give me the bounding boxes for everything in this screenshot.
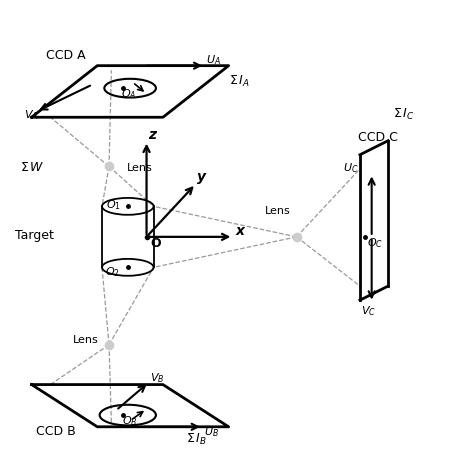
Text: $V_A$: $V_A$ [24, 108, 39, 122]
Text: $O_C$: $O_C$ [367, 237, 384, 250]
Text: $O_1$: $O_1$ [106, 198, 121, 212]
Text: $O_2$: $O_2$ [105, 265, 119, 279]
Text: x: x [235, 224, 244, 237]
Text: Lens: Lens [73, 335, 99, 345]
Text: Lens: Lens [126, 163, 152, 173]
Text: $V_B$: $V_B$ [150, 371, 165, 385]
Text: $V_C$: $V_C$ [361, 304, 376, 318]
Text: CCD C: CCD C [357, 131, 397, 144]
Text: $O_B$: $O_B$ [122, 414, 137, 428]
Text: Target: Target [15, 229, 54, 242]
Text: $O_A$: $O_A$ [121, 87, 136, 101]
Text: O: O [150, 237, 161, 250]
Text: z: z [148, 128, 156, 142]
Text: $\Sigma\,I_A$: $\Sigma\,I_A$ [228, 74, 249, 89]
Text: CCD A: CCD A [46, 49, 85, 61]
Text: $U_B$: $U_B$ [204, 425, 219, 439]
Text: Lens: Lens [265, 206, 291, 216]
Text: $U_A$: $U_A$ [206, 53, 221, 67]
Text: $U_C$: $U_C$ [343, 161, 358, 174]
Text: $\Sigma\,I_C$: $\Sigma\,I_C$ [393, 107, 415, 122]
Text: y: y [197, 170, 206, 184]
Text: $\Sigma\,W$: $\Sigma\,W$ [20, 161, 45, 174]
Text: $\Sigma\,I_B$: $\Sigma\,I_B$ [187, 432, 208, 447]
Text: CCD B: CCD B [36, 425, 76, 438]
